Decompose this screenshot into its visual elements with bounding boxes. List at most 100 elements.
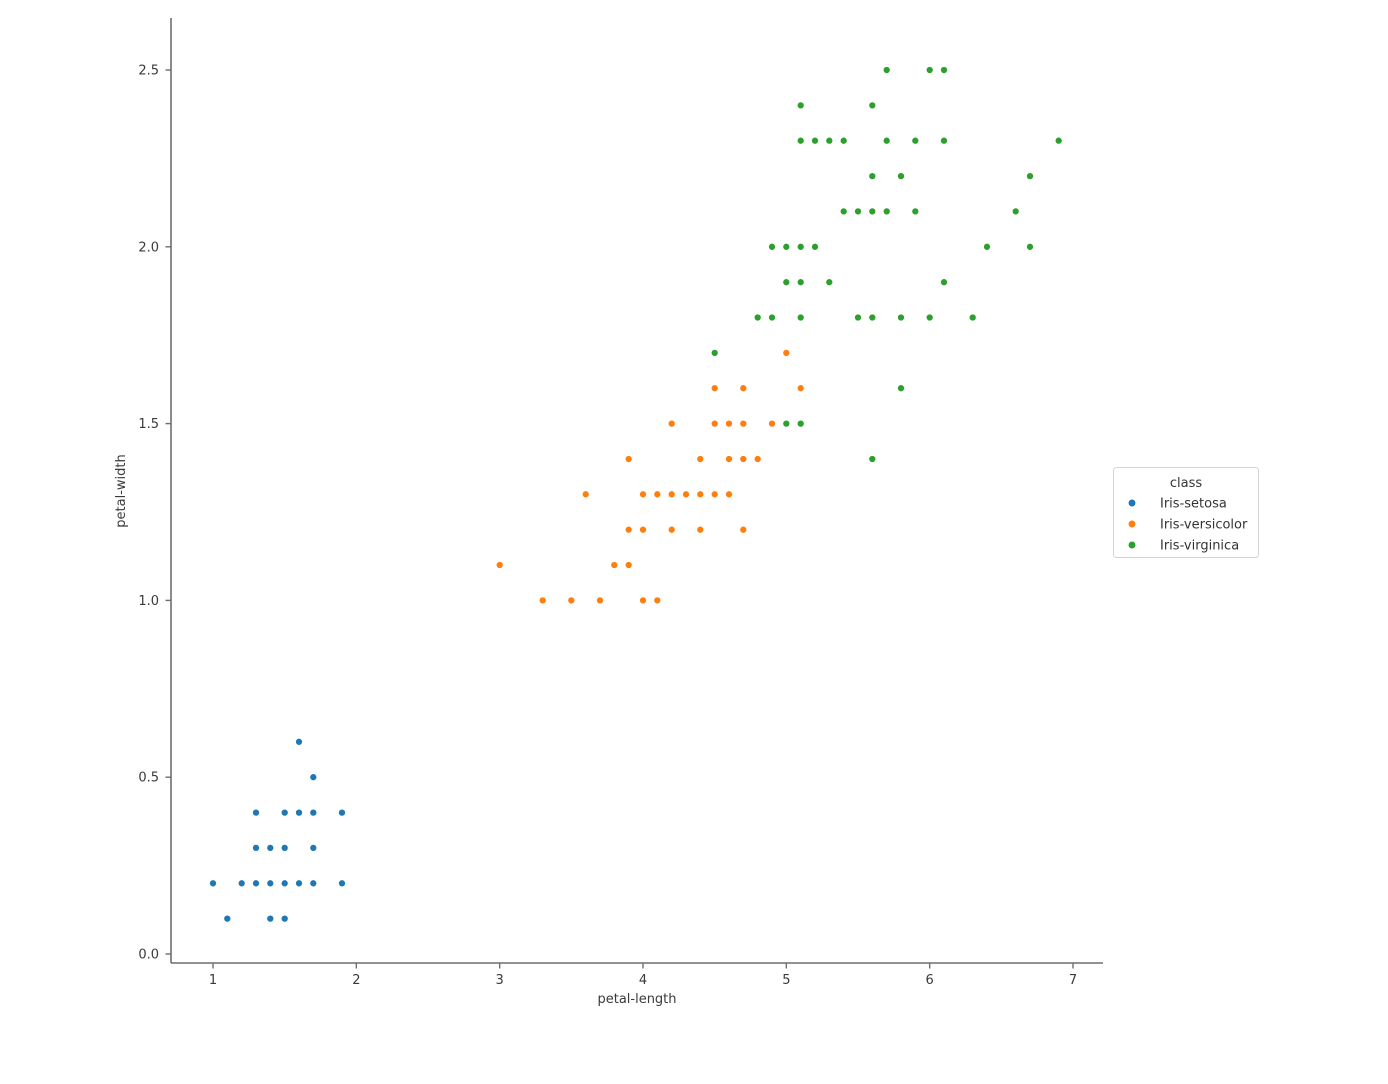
data-point-iris-versicolor	[639, 525, 647, 534]
data-point-iris-virginica	[868, 313, 877, 322]
y-axis-label: petal-width	[114, 454, 129, 527]
data-point-iris-virginica	[854, 313, 862, 322]
data-point-iris-setosa	[280, 914, 289, 923]
y-tick-label: 0.0	[138, 948, 159, 963]
data-point-iris-virginica	[782, 242, 791, 251]
data-point-iris-versicolor	[653, 596, 662, 605]
data-point-iris-versicolor	[725, 455, 733, 463]
legend-title: class	[1170, 476, 1202, 491]
data-point-iris-setosa	[280, 808, 289, 817]
x-axis-ticks: 1 2 3 4 5 6 7	[209, 963, 1077, 988]
data-point-iris-versicolor	[581, 490, 590, 499]
data-point-iris-versicolor	[739, 419, 748, 428]
data-point-iris-versicolor	[667, 490, 676, 499]
data-point-iris-virginica	[811, 136, 819, 145]
data-point-iris-setosa	[295, 737, 303, 746]
y-tick-label: 2.5	[138, 64, 159, 79]
data-point-iris-setosa	[252, 808, 260, 817]
y-axis-ticks: 0.0 0.5 1.0 1.5 2.0 2.5	[138, 64, 171, 963]
data-point-iris-versicolor	[739, 384, 748, 393]
data-point-iris-versicolor	[653, 490, 662, 499]
data-point-iris-versicolor	[739, 455, 748, 463]
data-point-iris-versicolor	[667, 525, 676, 534]
data-point-iris-versicolor	[624, 561, 633, 569]
x-tick-label: 5	[782, 973, 790, 988]
data-point-iris-setosa	[252, 844, 260, 852]
data-point-iris-versicolor	[610, 561, 619, 569]
data-point-iris-virginica	[796, 419, 805, 428]
data-point-iris-virginica	[911, 136, 920, 145]
data-point-iris-virginica	[940, 136, 948, 145]
data-point-iris-versicolor	[495, 561, 504, 569]
data-point-iris-virginica	[868, 207, 877, 216]
x-tick-label: 1	[209, 973, 217, 988]
legend-label-versicolor: Iris-versicolor	[1160, 518, 1248, 533]
data-point-iris-virginica	[882, 207, 891, 216]
data-point-iris-virginica	[839, 207, 848, 216]
data-point-iris-versicolor	[739, 525, 748, 534]
data-point-iris-virginica	[1011, 207, 1020, 216]
legend-marker-versicolor	[1127, 519, 1137, 529]
data-point-iris-setosa	[309, 773, 318, 782]
data-point-iris-virginica	[897, 172, 905, 180]
y-tick-label: 1.0	[138, 594, 159, 609]
data-point-iris-versicolor	[768, 419, 776, 428]
data-point-iris-virginica	[868, 172, 877, 180]
data-point-iris-setosa	[266, 844, 275, 852]
data-point-iris-setosa	[252, 879, 260, 888]
data-point-iris-setosa	[280, 879, 289, 888]
data-point-iris-setosa	[237, 879, 246, 888]
data-point-iris-versicolor	[624, 525, 633, 534]
data-point-iris-virginica	[768, 313, 776, 322]
data-point-iris-virginica	[825, 278, 834, 287]
data-point-iris-virginica	[1054, 136, 1063, 145]
data-point-iris-setosa	[295, 808, 303, 817]
y-tick-label: 0.5	[138, 771, 159, 786]
x-tick-label: 3	[496, 973, 504, 988]
data-point-iris-virginica	[710, 349, 719, 357]
data-point-iris-virginica	[897, 313, 905, 322]
legend: class Iris-setosa Iris-versicolor Iris-v…	[1113, 467, 1259, 558]
data-point-iris-virginica	[911, 207, 920, 216]
data-point-iris-versicolor	[710, 384, 719, 393]
data-point-iris-virginica	[782, 278, 791, 287]
data-point-iris-versicolor	[696, 525, 705, 534]
x-axis-label: petal-length	[597, 992, 676, 1007]
data-point-iris-virginica	[1026, 242, 1034, 251]
data-point-iris-versicolor	[710, 419, 719, 428]
data-points-layer	[209, 66, 1063, 923]
data-point-iris-virginica	[882, 136, 891, 145]
data-point-iris-virginica	[854, 207, 862, 216]
data-point-iris-setosa	[338, 808, 346, 817]
data-point-iris-virginica	[825, 136, 834, 145]
data-point-iris-versicolor	[710, 490, 719, 499]
legend-marker-virginica	[1127, 540, 1137, 550]
x-tick-label: 4	[639, 973, 647, 988]
data-point-iris-setosa	[266, 879, 275, 888]
data-point-iris-virginica	[897, 384, 905, 393]
data-point-iris-versicolor	[538, 596, 547, 605]
legend-label-virginica: Iris-virginica	[1160, 539, 1239, 554]
data-point-iris-virginica	[796, 242, 805, 251]
data-point-iris-virginica	[868, 101, 877, 110]
data-point-iris-virginica	[882, 66, 891, 74]
data-point-iris-setosa	[338, 879, 346, 888]
data-point-iris-versicolor	[639, 490, 647, 499]
data-point-iris-virginica	[968, 313, 977, 322]
data-point-iris-virginica	[753, 313, 762, 322]
legend-box	[1113, 467, 1259, 558]
data-point-iris-setosa	[280, 844, 289, 852]
data-point-iris-versicolor	[696, 490, 705, 499]
data-point-iris-versicolor	[696, 455, 705, 463]
data-point-iris-setosa	[266, 914, 275, 923]
data-point-iris-versicolor	[667, 419, 676, 428]
data-point-iris-setosa	[223, 914, 232, 923]
data-point-iris-versicolor	[624, 455, 633, 463]
data-point-iris-versicolor	[682, 490, 690, 499]
legend-label-setosa: Iris-setosa	[1160, 497, 1227, 512]
data-point-iris-virginica	[868, 455, 877, 463]
data-point-iris-setosa	[309, 879, 318, 888]
data-point-iris-virginica	[940, 66, 948, 74]
